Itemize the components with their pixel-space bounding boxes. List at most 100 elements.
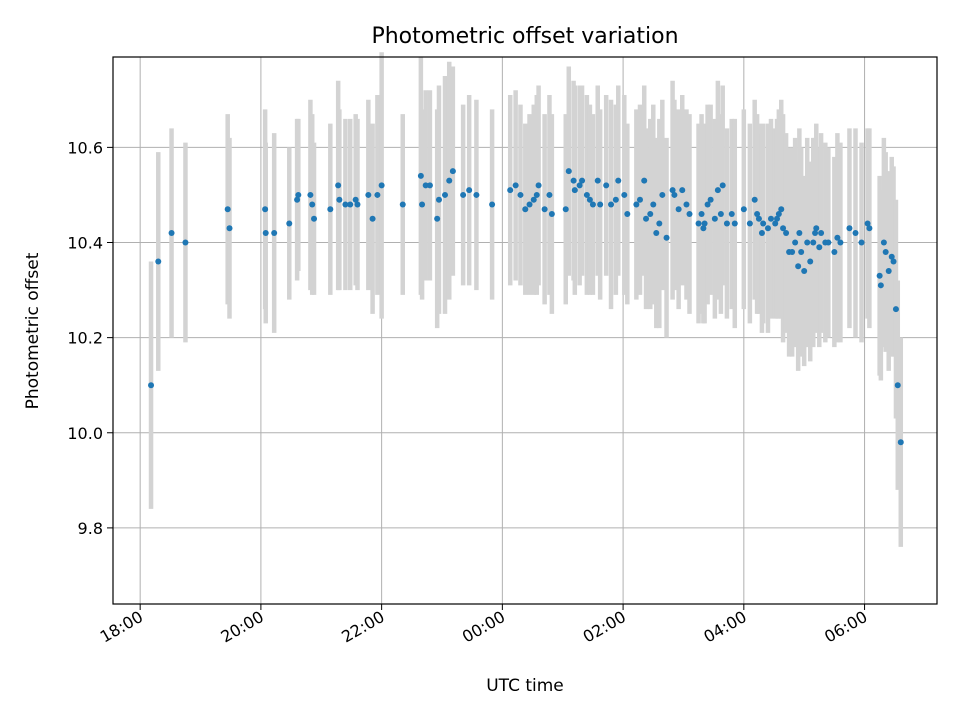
data-point <box>378 182 385 189</box>
data-point <box>669 187 676 194</box>
data-point <box>686 210 693 217</box>
data-point <box>877 282 884 289</box>
data-point <box>789 249 796 256</box>
data-point <box>365 191 372 198</box>
data-point <box>837 239 844 246</box>
data-point <box>866 225 873 232</box>
plot-frame <box>112 56 938 605</box>
data-point <box>589 201 596 208</box>
data-point <box>576 182 583 189</box>
data-point <box>489 201 496 208</box>
data-point <box>754 210 761 217</box>
data-point <box>897 439 904 446</box>
data-point <box>701 220 708 227</box>
data-point <box>434 215 441 222</box>
y-tick-label: 10.4 <box>67 234 103 253</box>
data-point <box>342 201 349 208</box>
data-point <box>679 187 686 194</box>
y-axis-label: Photometric offset <box>23 252 43 409</box>
data-point <box>354 201 361 208</box>
data-point <box>309 201 316 208</box>
data-point <box>615 177 622 184</box>
data-point <box>758 229 765 236</box>
x-axis-label: UTC time <box>486 676 564 696</box>
data-point <box>795 263 802 270</box>
data-point <box>612 196 619 203</box>
data-point <box>825 239 832 246</box>
data-point <box>182 239 189 246</box>
data-point <box>636 196 643 203</box>
data-point <box>546 191 553 198</box>
data-point <box>435 196 442 203</box>
data-point <box>890 258 897 265</box>
data-point <box>882 249 889 256</box>
data-point <box>643 215 650 222</box>
data-point <box>801 268 808 275</box>
data-point <box>641 177 648 184</box>
data-point <box>683 201 690 208</box>
data-point <box>653 229 660 236</box>
data-point <box>271 229 278 236</box>
data-point <box>876 272 883 279</box>
y-tick-label: 10.0 <box>67 424 103 443</box>
data-point <box>663 234 670 241</box>
data-point <box>422 182 429 189</box>
data-point <box>473 191 480 198</box>
data-point <box>812 229 819 236</box>
data-point <box>512 182 519 189</box>
data-point <box>374 191 381 198</box>
data-point <box>798 249 805 256</box>
data-point <box>834 234 841 241</box>
data-point <box>647 210 654 217</box>
data-point <box>671 191 678 198</box>
y-tick-label: 9.8 <box>78 519 103 538</box>
data-point <box>698 210 705 217</box>
data-point <box>700 225 707 232</box>
data-point <box>347 201 354 208</box>
data-point <box>369 215 376 222</box>
data-point <box>650 201 657 208</box>
data-point <box>885 268 892 275</box>
data-point <box>714 187 721 194</box>
data-point <box>852 229 859 236</box>
data-point <box>728 210 735 217</box>
data-point <box>570 177 577 184</box>
data-point <box>778 206 785 213</box>
data-point <box>719 182 726 189</box>
data-point <box>168 229 175 236</box>
data-point <box>608 201 615 208</box>
y-axis-ticks: 9.8 10.0 10.2 10.4 10.6 <box>67 138 113 538</box>
data-point <box>571 187 578 194</box>
data-point <box>807 258 814 265</box>
data-point <box>767 215 774 222</box>
data-point <box>548 210 555 217</box>
data-point <box>155 258 162 265</box>
data-point <box>775 210 782 217</box>
data-point <box>517 191 524 198</box>
data-point <box>583 191 590 198</box>
data-point <box>846 225 853 232</box>
data-point <box>717 210 724 217</box>
data-point <box>579 177 586 184</box>
data-point <box>335 182 342 189</box>
data-point <box>399 201 406 208</box>
data-point <box>633 201 640 208</box>
data-point <box>813 225 820 232</box>
data-point <box>466 187 473 194</box>
data-point <box>426 182 433 189</box>
data-point <box>695 220 702 227</box>
data-point <box>565 168 572 175</box>
data-point <box>816 244 823 251</box>
data-point <box>818 229 825 236</box>
data-point <box>327 206 334 213</box>
chart-title: Photometric offset variation <box>371 24 678 49</box>
data-point <box>446 177 453 184</box>
data-point <box>675 206 682 213</box>
data-point <box>311 215 318 222</box>
data-point <box>535 182 542 189</box>
data-point <box>804 239 811 246</box>
data-point <box>286 220 293 227</box>
data-point <box>888 253 895 260</box>
data-point <box>831 249 838 256</box>
